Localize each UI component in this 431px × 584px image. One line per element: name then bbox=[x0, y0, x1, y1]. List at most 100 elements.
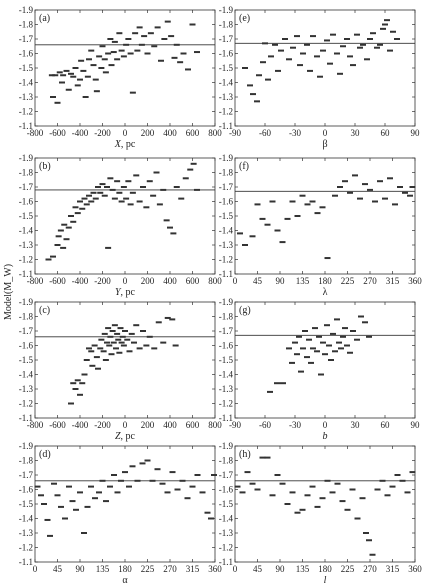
data-point bbox=[88, 49, 95, 52]
x-tick-label: 45 bbox=[253, 276, 263, 286]
data-point bbox=[52, 74, 59, 77]
data-point bbox=[143, 206, 150, 209]
data-point bbox=[280, 382, 286, 385]
data-point bbox=[362, 321, 368, 324]
data-point bbox=[324, 257, 331, 260]
y-tick-label: -1.4 bbox=[19, 78, 34, 88]
data-point bbox=[256, 74, 262, 77]
data-point bbox=[144, 52, 151, 55]
data-point bbox=[151, 347, 158, 350]
data-point bbox=[334, 482, 341, 485]
data-point bbox=[279, 241, 286, 244]
data-point bbox=[48, 74, 55, 77]
data-point bbox=[158, 59, 164, 62]
x-tick-label: 0 bbox=[323, 128, 328, 138]
data-point bbox=[299, 508, 306, 511]
data-point bbox=[159, 482, 166, 485]
data-point bbox=[111, 324, 118, 327]
x-tick-label: -800 bbox=[27, 420, 44, 430]
data-point bbox=[265, 78, 271, 81]
y-tick-label: -1.4 bbox=[219, 226, 234, 236]
x-tick-label: -90 bbox=[229, 128, 241, 138]
data-point bbox=[127, 52, 134, 55]
data-point bbox=[318, 373, 324, 376]
data-point bbox=[99, 45, 106, 48]
x-tick-label: -400 bbox=[72, 420, 89, 430]
y-tick-label: -1.3 bbox=[19, 240, 34, 250]
data-point bbox=[317, 75, 323, 78]
data-point bbox=[357, 46, 363, 49]
data-point bbox=[409, 186, 416, 188]
data-point bbox=[254, 488, 261, 491]
data-point bbox=[370, 32, 376, 35]
data-point bbox=[50, 255, 56, 258]
data-point bbox=[384, 19, 390, 22]
data-point bbox=[60, 74, 67, 77]
data-point bbox=[170, 232, 177, 235]
data-point bbox=[59, 81, 65, 84]
data-point bbox=[118, 200, 125, 203]
x-tick-label: 600 bbox=[186, 128, 200, 138]
y-tick-label: -1.5 bbox=[219, 211, 234, 221]
data-point bbox=[404, 491, 411, 494]
data-point bbox=[379, 479, 386, 482]
data-point bbox=[68, 215, 74, 217]
data-point bbox=[314, 55, 320, 58]
data-point bbox=[344, 344, 350, 347]
y-tick-label: -1.6 bbox=[219, 341, 234, 351]
data-point bbox=[66, 485, 72, 488]
data-point bbox=[347, 191, 353, 194]
data-point bbox=[114, 58, 121, 61]
data-point bbox=[109, 188, 116, 191]
data-point bbox=[337, 72, 343, 75]
data-point bbox=[84, 75, 91, 78]
data-point bbox=[204, 511, 211, 514]
x-tick-label: 135 bbox=[296, 276, 310, 286]
panel-label: (a) bbox=[39, 13, 50, 24]
x-tick-label: -30 bbox=[289, 128, 301, 138]
x-tick-label: 200 bbox=[141, 128, 155, 138]
data-point bbox=[357, 197, 363, 200]
data-point bbox=[68, 72, 74, 75]
data-point bbox=[108, 64, 115, 67]
x-tick-label: -600 bbox=[49, 128, 66, 138]
data-point bbox=[292, 341, 298, 344]
plot-frame bbox=[34, 157, 216, 275]
data-point bbox=[146, 180, 153, 183]
data-point bbox=[177, 61, 184, 64]
data-point bbox=[289, 200, 296, 203]
data-point bbox=[334, 52, 340, 55]
data-point bbox=[122, 471, 128, 474]
data-point bbox=[268, 55, 274, 58]
data-point bbox=[136, 200, 143, 203]
data-point bbox=[118, 479, 124, 482]
data-point bbox=[306, 338, 312, 341]
data-point bbox=[57, 229, 64, 232]
data-point bbox=[290, 46, 296, 49]
x-tick-label: 30 bbox=[351, 420, 361, 430]
data-point bbox=[350, 330, 356, 332]
y-tick-label: -1.2 bbox=[19, 543, 33, 553]
x-tick-label: 270 bbox=[363, 276, 377, 286]
data-point bbox=[97, 347, 104, 350]
data-point bbox=[279, 482, 286, 485]
y-tick-label: -1.8 bbox=[19, 20, 34, 30]
data-point bbox=[54, 244, 61, 246]
data-point bbox=[109, 330, 116, 332]
panel-g: -1.9 -1.8 -1.7 -1.6 -1.5 -1.4 -1.3 -1.2 -1.1-90 -… bbox=[219, 297, 420, 442]
data-point bbox=[304, 494, 311, 497]
data-point bbox=[161, 38, 168, 40]
panel-b: -1.9 -1.8 -1.7 -1.6 -1.5 -1.4 -1.3 -1.2 -1.1-800… bbox=[19, 153, 223, 298]
panel-label: (c) bbox=[39, 305, 50, 316]
data-point bbox=[278, 49, 284, 52]
data-point bbox=[387, 49, 393, 52]
data-point bbox=[77, 491, 83, 494]
y-tick-label: -1.8 bbox=[219, 168, 234, 178]
data-point bbox=[45, 258, 52, 261]
data-point bbox=[300, 347, 306, 350]
data-point bbox=[134, 479, 141, 482]
y-tick-label: -1.1 bbox=[19, 269, 33, 279]
data-point bbox=[264, 456, 271, 459]
data-point bbox=[70, 75, 77, 78]
data-point bbox=[389, 485, 396, 488]
